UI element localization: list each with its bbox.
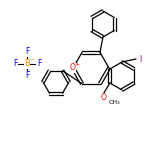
Text: −: − <box>30 57 34 62</box>
Text: I: I <box>139 55 141 64</box>
Text: F: F <box>25 71 29 81</box>
Text: CH₃: CH₃ <box>109 100 121 105</box>
Text: O: O <box>70 64 76 73</box>
Text: F: F <box>13 59 17 69</box>
Text: O: O <box>101 93 107 102</box>
Text: F: F <box>37 59 41 69</box>
Text: +: + <box>74 62 80 67</box>
Text: F: F <box>25 47 29 57</box>
Text: B: B <box>24 59 30 69</box>
